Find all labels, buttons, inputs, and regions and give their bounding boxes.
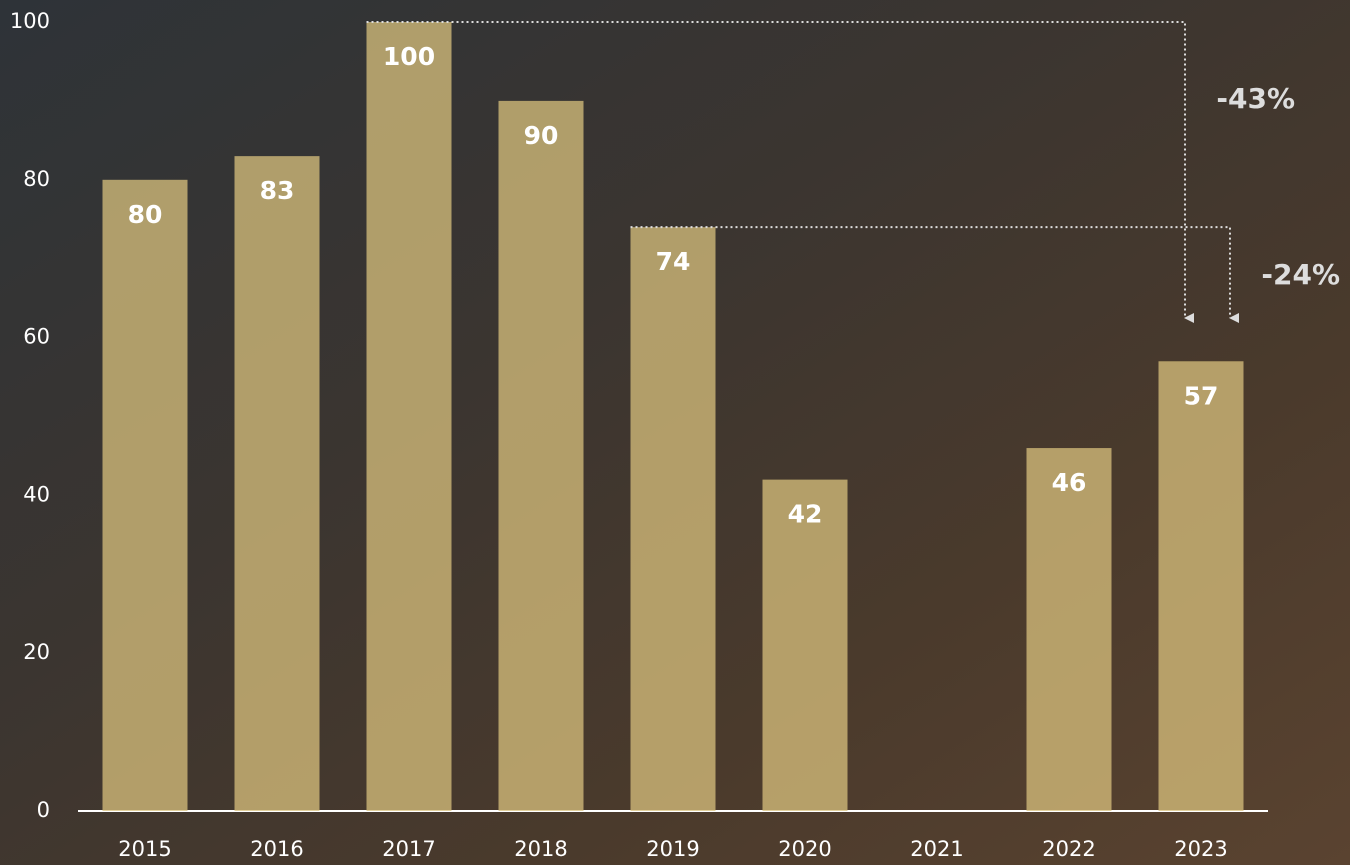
bar — [103, 180, 188, 811]
x-tick-label: 2017 — [382, 837, 435, 861]
y-tick-label: 60 — [23, 325, 50, 349]
bar — [235, 156, 320, 811]
value-label: 46 — [1052, 468, 1087, 497]
x-tick-label: 2021 — [910, 837, 963, 861]
x-tick-label: 2015 — [118, 837, 171, 861]
annotation-label: -43% — [1216, 82, 1295, 115]
value-label: 74 — [656, 247, 691, 276]
bar — [631, 227, 716, 811]
bar — [1027, 448, 1112, 811]
annotation-label: -24% — [1261, 258, 1340, 291]
bar — [763, 480, 848, 811]
x-tick-label: 2019 — [646, 837, 699, 861]
x-tick-label: 2020 — [778, 837, 831, 861]
chart: 0 20 40 60 80 100 2015 80 2016 83 2017 100 2018 90 201… — [0, 0, 1350, 865]
y-tick-label: 100 — [10, 9, 50, 33]
bar — [367, 22, 452, 811]
bar — [1159, 361, 1244, 811]
y-tick-label: 80 — [23, 167, 50, 191]
x-tick-label: 2022 — [1042, 837, 1095, 861]
y-tick-label: 20 — [23, 640, 50, 664]
y-tick-label: 0 — [37, 798, 50, 822]
value-label: 80 — [128, 200, 163, 229]
value-label: 100 — [383, 42, 435, 71]
x-tick-label: 2016 — [250, 837, 303, 861]
x-tick-label: 2018 — [514, 837, 567, 861]
value-label: 83 — [260, 176, 295, 205]
y-tick-label: 40 — [23, 482, 50, 506]
value-label: 57 — [1184, 381, 1219, 410]
value-label: 90 — [524, 121, 559, 150]
value-label: 42 — [788, 500, 823, 529]
x-tick-label: 2023 — [1174, 837, 1227, 861]
bar — [499, 101, 584, 811]
